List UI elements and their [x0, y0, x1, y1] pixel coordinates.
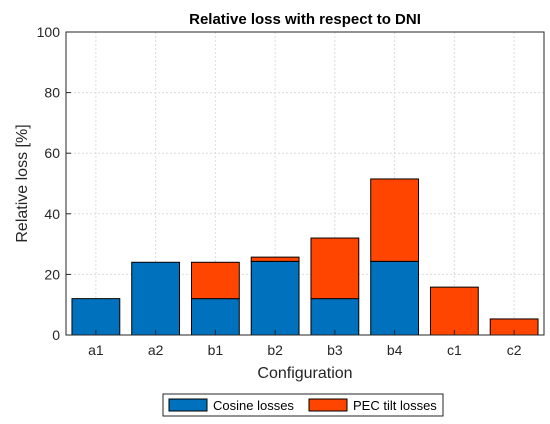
bar-b4-series-0 [370, 260, 420, 336]
x-tick-label: a2 [148, 342, 164, 358]
chart-title: Relative loss with respect to DNI [189, 11, 421, 28]
y-axis-label: Relative loss [%] [14, 124, 31, 242]
bar-b3-series-0 [310, 298, 360, 336]
bar-b1-series-1 [190, 261, 240, 300]
bar-a1-series-0 [71, 298, 121, 336]
legend-swatch-pec-tilt [308, 398, 348, 412]
bar-b3-series-1 [310, 237, 360, 300]
plot-frame [65, 31, 545, 336]
axis-ticks: 0 20 40 60 80 100 a1 a2 b1 b2 b3 b4 c1 c2 [37, 24, 522, 358]
legend-box [162, 393, 444, 417]
legend: Cosine losses PEC tilt losses [162, 393, 444, 417]
legend-swatch-cosine [168, 398, 208, 412]
bars [71, 178, 539, 336]
bar-b4-series-1 [370, 178, 420, 262]
bar-b2-series-1 [250, 256, 300, 262]
x-tick-label: b4 [387, 342, 403, 358]
y-tick-label: 60 [44, 145, 60, 161]
x-axis-label: Configuration [257, 365, 352, 382]
x-tick-label: c2 [507, 342, 522, 358]
x-tick-label: b1 [208, 342, 224, 358]
y-tick-label: 20 [44, 266, 60, 282]
x-tick-label: b2 [267, 342, 283, 358]
x-tick-label: a1 [88, 342, 104, 358]
bar-a2-series-0 [131, 261, 181, 336]
x-tick-label: b3 [327, 342, 343, 358]
legend-label-cosine: Cosine losses [213, 398, 294, 413]
y-tick-label: 40 [44, 206, 60, 222]
y-tick-label: 80 [44, 85, 60, 101]
x-tick-label: c1 [447, 342, 462, 358]
bar-b1-series-0 [190, 298, 240, 336]
legend-label-pec-tilt: PEC tilt losses [353, 398, 437, 413]
y-tick-label: 0 [52, 327, 60, 343]
bar-b2-series-0 [250, 260, 300, 336]
y-tick-label: 100 [37, 24, 61, 40]
bar-c1-series-1 [429, 286, 479, 336]
